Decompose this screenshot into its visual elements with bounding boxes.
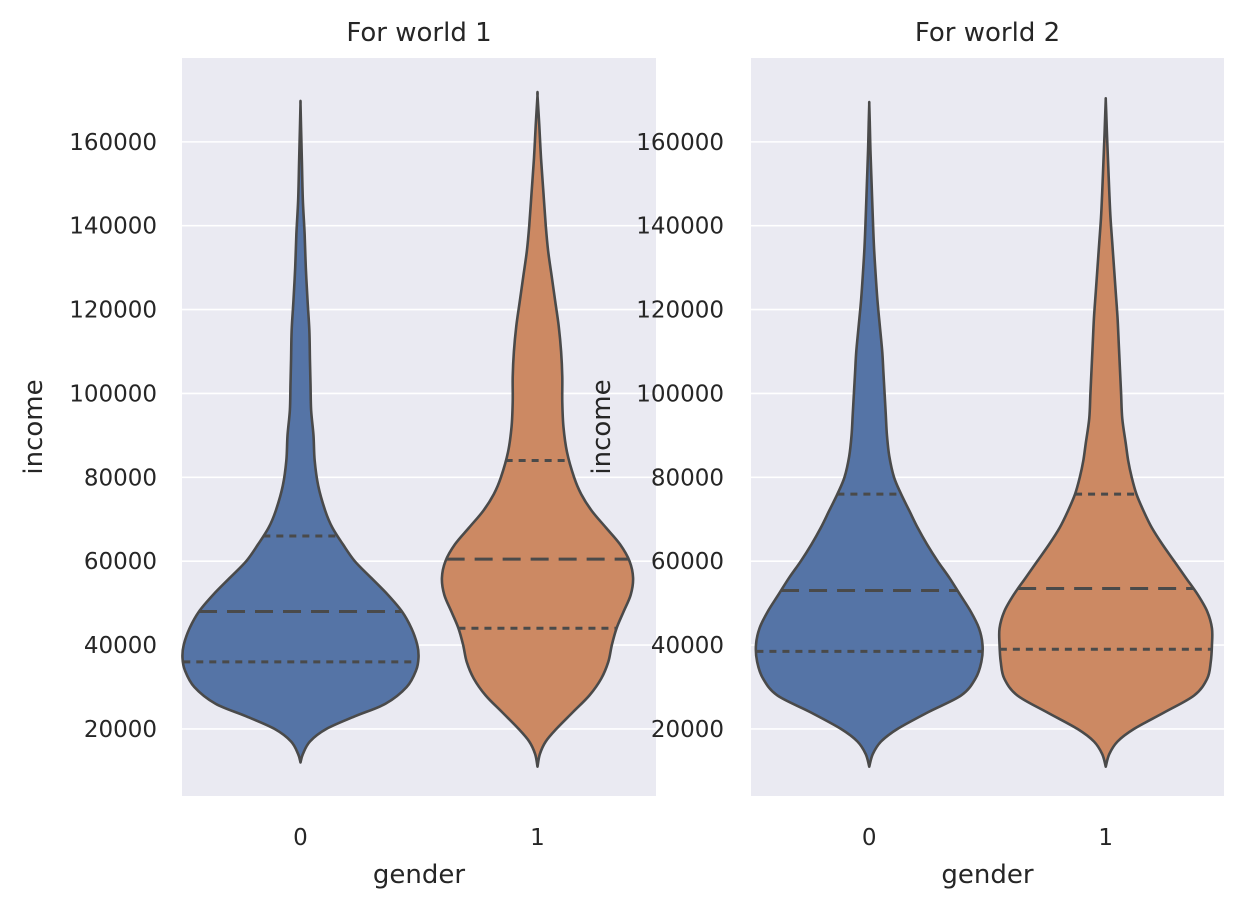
y-tick-label: 80000 bbox=[84, 465, 157, 491]
y-tick-label: 120000 bbox=[636, 298, 724, 324]
y-axis-label: income bbox=[587, 379, 617, 474]
x-tick-label: 0 bbox=[862, 825, 877, 851]
y-tick-label: 140000 bbox=[636, 214, 724, 240]
chart-title: For world 1 bbox=[346, 18, 491, 48]
violin-0 bbox=[181, 99, 420, 764]
violin-0 bbox=[754, 100, 984, 768]
y-tick-label: 20000 bbox=[651, 717, 724, 743]
y-tick-label: 20000 bbox=[84, 717, 157, 743]
y-tick-label: 140000 bbox=[69, 214, 157, 240]
y-tick-label: 160000 bbox=[69, 130, 157, 156]
x-tick-label: 1 bbox=[1098, 825, 1113, 851]
y-tick-label: 40000 bbox=[84, 633, 157, 659]
x-axis-label: gender bbox=[941, 860, 1033, 890]
panel-world-1: 20000 40000 60000 80000 100000 120000 140000 16… bbox=[19, 18, 656, 890]
chart-title: For world 2 bbox=[915, 18, 1060, 48]
y-tick-label: 100000 bbox=[69, 381, 157, 407]
y-tick-label: 160000 bbox=[636, 130, 724, 156]
x-tick-label: 0 bbox=[293, 825, 308, 851]
y-tick-label: 60000 bbox=[651, 549, 724, 575]
x-axis-label: gender bbox=[373, 860, 465, 890]
y-axis-label: income bbox=[19, 379, 49, 474]
y-tick-label: 40000 bbox=[651, 633, 724, 659]
violin-1 bbox=[997, 97, 1214, 768]
violin-1 bbox=[440, 90, 635, 768]
y-tick-label: 80000 bbox=[651, 465, 724, 491]
y-tick-label: 120000 bbox=[69, 298, 157, 324]
x-tick-label: 1 bbox=[530, 825, 545, 851]
y-tick-label: 60000 bbox=[84, 549, 157, 575]
y-tick-label: 100000 bbox=[636, 381, 724, 407]
panel-world-2: 20000 40000 60000 80000 100000 120000 140000 16… bbox=[587, 18, 1224, 890]
